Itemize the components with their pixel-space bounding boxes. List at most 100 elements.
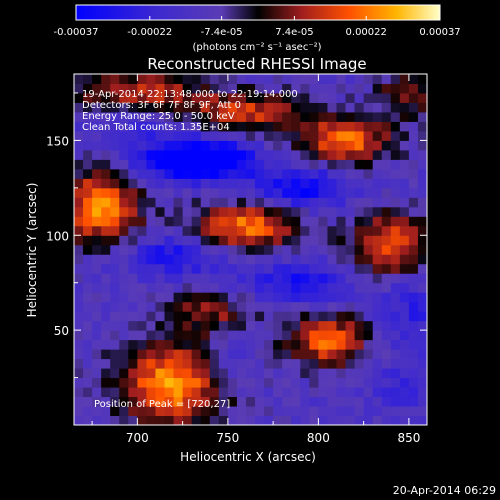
heatmap-cell bbox=[200, 74, 211, 84]
heatmap-cell bbox=[83, 244, 93, 255]
heatmap-cell bbox=[119, 368, 129, 379]
heatmap-cell bbox=[191, 168, 202, 179]
heatmap-cell bbox=[255, 159, 265, 170]
heatmap-cell bbox=[173, 273, 184, 284]
heatmap-cell bbox=[236, 282, 247, 293]
heatmap-cell bbox=[381, 415, 392, 426]
heatmap-cell bbox=[101, 235, 111, 246]
heatmap-cell bbox=[264, 92, 274, 103]
heatmap-cell bbox=[119, 292, 129, 303]
heatmap-cell bbox=[255, 178, 265, 189]
heatmap-cell bbox=[209, 330, 220, 341]
heatmap-cell bbox=[191, 159, 202, 170]
heatmap-cell bbox=[227, 349, 238, 360]
heatmap-cell bbox=[282, 292, 292, 303]
heatmap-cell bbox=[128, 320, 138, 331]
heatmap-cell bbox=[273, 197, 283, 208]
heatmap-cell bbox=[264, 168, 274, 179]
heatmap-cell bbox=[245, 130, 256, 141]
heatmap-cell bbox=[255, 254, 265, 265]
heatmap-cell bbox=[282, 358, 292, 369]
heatmap-cell bbox=[218, 301, 229, 312]
heatmap-cell bbox=[390, 263, 401, 274]
heatmap-cell bbox=[300, 121, 310, 132]
heatmap-cell bbox=[363, 415, 374, 426]
heatmap-cell bbox=[255, 396, 265, 407]
heatmap-cell bbox=[327, 415, 337, 426]
heatmap-cell bbox=[209, 358, 220, 369]
heatmap-cell bbox=[372, 130, 383, 141]
heatmap-cell bbox=[227, 178, 238, 189]
heatmap-cell bbox=[218, 330, 229, 341]
heatmap-cell bbox=[227, 140, 238, 151]
heatmap-cell bbox=[417, 358, 428, 369]
heatmap-cell bbox=[255, 140, 265, 151]
heatmap-cell bbox=[137, 83, 147, 94]
colorbar-ticks: -0.00037 -0.00022 -7.4e-05 7.4e-05 0.00022 0.… bbox=[54, 16, 461, 38]
heatmap-cell bbox=[83, 330, 93, 341]
heatmap-cell bbox=[282, 415, 292, 426]
heatmap-cell bbox=[336, 368, 347, 379]
heatmap-cell bbox=[255, 92, 265, 103]
heatmap-cell bbox=[137, 102, 147, 113]
heatmap-cell bbox=[336, 140, 347, 151]
heatmap-cell bbox=[255, 301, 265, 312]
heatmap-cell bbox=[236, 377, 247, 388]
heatmap-cell bbox=[164, 130, 175, 141]
heatmap-cell bbox=[200, 320, 211, 331]
heatmap-cell bbox=[255, 330, 265, 341]
heatmap-cell bbox=[200, 149, 211, 160]
heatmap-cell bbox=[173, 140, 184, 151]
heatmap-cell bbox=[164, 292, 175, 303]
heatmap-cell bbox=[227, 244, 238, 255]
heatmap-cell bbox=[218, 187, 229, 198]
heatmap-cell bbox=[408, 415, 419, 426]
heatmap-cell bbox=[408, 187, 419, 198]
heatmap-cell bbox=[146, 406, 156, 417]
heatmap-cell bbox=[101, 368, 111, 379]
heatmap-cell bbox=[83, 130, 93, 141]
heatmap-cell bbox=[101, 396, 111, 407]
heatmap-cell bbox=[336, 149, 347, 160]
heatmap-cell bbox=[236, 168, 247, 179]
heatmap-cell bbox=[182, 377, 193, 388]
heatmap-cell bbox=[408, 206, 419, 217]
heatmap-cell bbox=[399, 387, 410, 398]
heatmap-cell bbox=[300, 263, 310, 274]
heatmap-cell bbox=[218, 83, 229, 94]
heatmap-cell bbox=[309, 140, 319, 151]
heatmap-cell bbox=[119, 74, 129, 84]
heatmap-cell bbox=[318, 396, 328, 407]
heatmap-cell bbox=[255, 235, 265, 246]
heatmap-cell bbox=[119, 149, 129, 160]
heatmap-cell bbox=[182, 254, 193, 265]
heatmap-cell bbox=[101, 74, 111, 84]
heatmap-cell bbox=[363, 225, 374, 236]
colorbar-unit-label: (photons cm⁻² s⁻¹ asec⁻²) bbox=[192, 42, 321, 53]
heatmap-cell bbox=[74, 206, 84, 217]
heatmap-cell bbox=[318, 387, 328, 398]
heatmap-cell bbox=[209, 368, 220, 379]
heatmap-cell bbox=[119, 349, 129, 360]
heatmap-cell bbox=[255, 74, 265, 84]
heatmap-cell bbox=[173, 92, 184, 103]
heatmap-cell bbox=[245, 121, 256, 132]
heatmap-cell bbox=[273, 168, 283, 179]
heatmap-cell bbox=[273, 311, 283, 322]
heatmap-cell bbox=[164, 111, 175, 122]
heatmap-cell bbox=[74, 225, 84, 236]
heatmap-cell bbox=[236, 311, 247, 322]
heatmap-cell bbox=[173, 358, 184, 369]
heatmap-cell bbox=[74, 273, 84, 284]
heatmap-cell bbox=[137, 254, 147, 265]
heatmap-cell bbox=[200, 292, 211, 303]
heatmap-cell bbox=[245, 149, 256, 160]
heatmap-cell bbox=[146, 320, 156, 331]
heatmap-cell bbox=[128, 301, 138, 312]
heatmap-cell bbox=[336, 159, 347, 170]
heatmap-cell bbox=[227, 149, 238, 160]
heatmap-cell bbox=[164, 102, 175, 113]
heatmap-cell bbox=[417, 244, 428, 255]
heatmap-cell bbox=[209, 140, 220, 151]
heatmap-cell bbox=[354, 74, 365, 84]
